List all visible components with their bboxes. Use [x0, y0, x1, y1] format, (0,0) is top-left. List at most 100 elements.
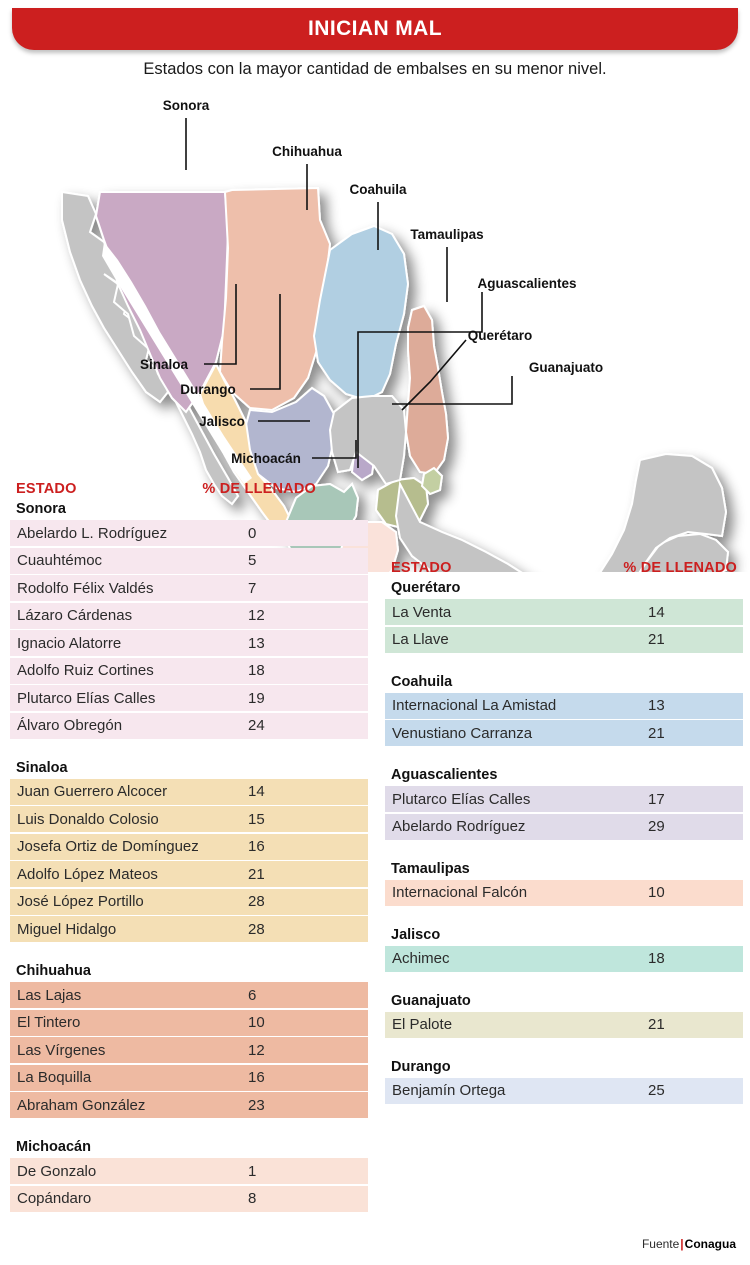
map-label-aguascalientes: Aguascalientes — [477, 276, 576, 291]
table-row: El Tintero 10 — [10, 1009, 368, 1036]
map-label-group: Sonora Chihuahua Coahuila Tamaulipas Agu… — [140, 98, 603, 468]
reservoir-name: La Boquilla — [17, 1069, 92, 1086]
state-group: Aguascalientes Plutarco Elías Calles 17 Abe… — [385, 763, 743, 840]
reservoir-name: Luis Donaldo Colosio — [17, 810, 159, 828]
table-right-body: Querétaro La Venta 14 La Llave 21 Coahuila Int… — [385, 576, 743, 1104]
reservoir-fill-percent: 25 — [648, 1082, 665, 1099]
state-group: Chihuahua Las Lajas 6 El Tintero 10 Las Vírge… — [10, 959, 368, 1118]
reservoir-fill-percent: 15 — [248, 810, 265, 828]
reservoir-fill-percent: 0 — [248, 524, 257, 542]
table-row: La Boquilla 16 — [10, 1064, 368, 1091]
table-row: Juan Guerrero Alcocer 14 — [10, 778, 368, 805]
reservoir-name: La Llave — [392, 631, 449, 648]
reservoir-name: Adolfo Ruiz Cortines — [17, 662, 154, 679]
state-group: Durango Benjamín Ortega 25 — [385, 1055, 743, 1104]
reservoir-fill-percent: 19 — [248, 689, 265, 707]
table-row: La Llave 21 — [385, 626, 743, 653]
reservoir-name: José López Portillo — [17, 893, 144, 910]
map-label-coahuila: Coahuila — [349, 182, 406, 197]
reservoir-name: Abraham González — [17, 1096, 146, 1114]
reservoir-fill-percent: 16 — [248, 838, 265, 855]
reservoir-name: Lázaro Cárdenas — [17, 607, 133, 624]
table-left-header: ESTADO % DE LLENADO — [10, 481, 368, 497]
reservoir-fill-percent: 7 — [248, 579, 257, 597]
state-group: Sinaloa Juan Guerrero Alcocer 14 Luis Donal… — [10, 756, 368, 942]
state-group: Coahuila Internacional La Amistad 13 Venust… — [385, 670, 743, 746]
map-label-guanajuato: Guanajuato — [529, 360, 603, 375]
reservoir-fill-percent: 13 — [648, 697, 665, 714]
map-label-sonora: Sonora — [163, 98, 210, 113]
leader-durango — [250, 294, 281, 390]
reservoir-name: Juan Guerrero Alcocer — [17, 783, 168, 800]
table-row: Adolfo Ruiz Cortines 18 — [10, 657, 368, 684]
state-group-title: Sonora — [16, 501, 66, 517]
table-row: Abraham González 23 — [10, 1092, 368, 1118]
reservoir-name: El Tintero — [17, 1014, 81, 1031]
reservoir-name: Internacional Falcón — [392, 884, 528, 901]
source-label: Fuente — [641, 1237, 680, 1251]
table-row: Ignacio Alatorre 13 — [10, 630, 368, 656]
reservoir-name: Abelardo Rodríguez — [392, 818, 526, 835]
reservoir-name: Benjamín Ortega — [392, 1082, 506, 1099]
source-credit: Fuente|Conagua — [642, 1237, 736, 1251]
state-group-title: Aguascalientes — [391, 767, 498, 783]
column-header-fill: % DE LLENADO — [623, 560, 737, 576]
reservoir-fill-percent: 13 — [248, 634, 265, 652]
reservoir-fill-percent: 23 — [248, 1096, 265, 1114]
table-left: ESTADO % DE LLENADO Sonora Abelardo L. Ro… — [10, 481, 368, 1213]
reservoir-name: Plutarco Elías Calles — [392, 790, 531, 808]
reservoir-name: Ignacio Alatorre — [17, 634, 122, 652]
table-row: Copándaro 8 — [10, 1185, 368, 1212]
table-row: Lázaro Cárdenas 12 — [10, 602, 368, 629]
table-row: La Venta 14 — [385, 599, 743, 625]
state-group: Michoacán De Gonzalo 1 Copándaro 8 — [10, 1135, 368, 1212]
reservoir-name: Cuauhtémoc — [17, 552, 103, 569]
reservoir-fill-percent: 18 — [248, 662, 265, 679]
title-bar: INICIAN MAL — [12, 8, 738, 50]
state-group-title: Tamaulipas — [391, 860, 470, 877]
state-group: Querétaro La Venta 14 La Llave 21 — [385, 576, 743, 653]
reservoir-name: De Gonzalo — [17, 1162, 97, 1180]
reservoir-fill-percent: 1 — [248, 1162, 257, 1180]
reservoir-fill-percent: 18 — [648, 950, 665, 967]
reservoir-fill-percent: 21 — [248, 865, 265, 883]
sea-of-cortez — [102, 242, 252, 484]
map-label-queretaro: Querétaro — [468, 328, 533, 343]
map-label-chihuahua: Chihuahua — [272, 144, 342, 159]
reservoir-name: El Palote — [392, 1016, 453, 1033]
states-inactive-central — [328, 395, 408, 486]
state-group: Tamaulipas Internacional Falcón 10 — [385, 857, 743, 906]
table-row: De Gonzalo 1 — [10, 1158, 368, 1184]
table-row: Las Lajas 6 — [10, 982, 368, 1008]
reservoir-fill-percent: 17 — [648, 790, 665, 808]
table-row: Achimec 18 — [385, 945, 743, 972]
leader-guanajuato — [392, 376, 513, 405]
reservoir-fill-percent: 14 — [648, 603, 665, 621]
table-row: El Palote 21 — [385, 1011, 743, 1038]
state-chihuahua — [218, 186, 332, 412]
state-group-title: Durango — [391, 1058, 451, 1075]
state-group-title: Sinaloa — [16, 759, 68, 776]
state-group-title: Jalisco — [391, 926, 441, 943]
table-row: Plutarco Elías Calles 17 — [385, 786, 743, 812]
column-header-state: ESTADO — [391, 560, 452, 576]
reservoir-name: Rodolfo Félix Valdés — [17, 579, 154, 597]
state-group-title: Guanajuato — [391, 992, 471, 1009]
reservoir-name: Plutarco Elías Calles — [17, 689, 156, 707]
states-inactive-southcentral — [394, 480, 730, 572]
map-label-sinaloa: Sinaloa — [140, 357, 189, 372]
reservoir-fill-percent: 21 — [648, 1016, 665, 1033]
map-label-tamaulipas: Tamaulipas — [410, 227, 483, 242]
state-tamaulipas — [404, 304, 450, 476]
reservoir-name: Las Vírgenes — [17, 1041, 106, 1059]
reservoir-name: Internacional La Amistad — [392, 697, 557, 714]
state-group-title: Michoacán — [16, 1139, 91, 1155]
reservoir-fill-percent: 10 — [248, 1014, 265, 1031]
column-header-fill: % DE LLENADO — [202, 481, 316, 497]
map-label-michoacan: Michoacán — [231, 451, 301, 466]
reservoir-name: Copándaro — [17, 1190, 92, 1207]
table-row: Álvaro Obregón 24 — [10, 712, 368, 739]
source-separator: | — [680, 1237, 684, 1251]
table-row: Abelardo Rodríguez 29 — [385, 813, 743, 840]
